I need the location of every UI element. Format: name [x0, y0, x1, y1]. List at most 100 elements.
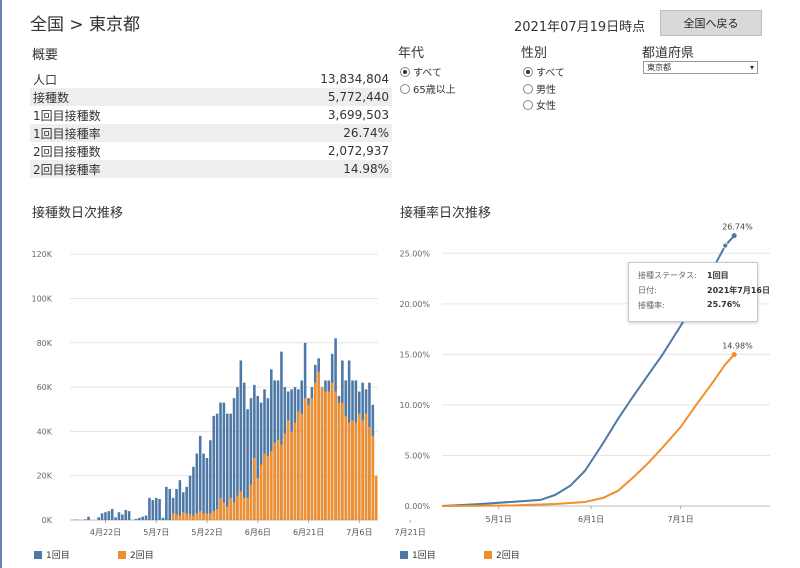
summary-row: 接種数 5,772,440 [30, 88, 392, 106]
y-tick-label: 40K [37, 427, 53, 436]
summary-label: 1回目接種率 [30, 124, 210, 142]
radio-selected-icon [523, 66, 533, 77]
bar-dose2 [303, 398, 307, 520]
bar-dose2 [347, 422, 351, 520]
bar-dose1 [239, 360, 243, 520]
bar-dose1 [253, 384, 256, 520]
bar-dose1 [246, 409, 249, 520]
bar-dose2 [273, 442, 276, 520]
bar-dose1 [175, 488, 178, 520]
x-tick-label: 7月1日 [667, 515, 693, 524]
y-tick-label: 20.00% [399, 300, 430, 309]
summary-label: 接種数 [30, 88, 210, 106]
bar-dose2 [276, 440, 280, 520]
bar-dose2 [344, 415, 348, 520]
bar-dose2 [263, 453, 266, 520]
as-of-date: 2021年07月19日時点 [514, 20, 646, 35]
back-to-national-button[interactable]: 全国へ戻る [660, 10, 762, 36]
bar-dose1 [225, 413, 229, 520]
bar-dose2 [171, 513, 175, 520]
bar-dose2 [185, 513, 188, 520]
bar-dose2 [178, 515, 182, 520]
summary-value: 2,072,937 [327, 144, 389, 158]
bar-dose2 [246, 497, 249, 520]
bar-dose2 [286, 420, 290, 520]
bar-dose2 [219, 497, 222, 520]
bar-dose2 [364, 413, 368, 520]
bar-dose1 [209, 440, 212, 520]
summary-row: 人口 13,834,804 [30, 70, 392, 88]
bar-dose1 [222, 402, 226, 520]
age-option-65plus[interactable]: 65歳以上 [400, 81, 456, 96]
bar-dose1 [148, 497, 151, 520]
bar-dose1 [280, 351, 283, 520]
age-filter-title: 年代 [398, 46, 425, 61]
daily-chart-title: 接種数日次推移 [32, 206, 124, 221]
summary-value: 13,834,804 [320, 72, 389, 86]
legend-dose1[interactable]: 1回目 [34, 548, 70, 561]
bar-dose2 [222, 502, 226, 520]
bar-dose1 [269, 369, 273, 520]
y-tick-label: 100K [31, 294, 52, 303]
bar-dose1 [171, 497, 175, 520]
bar-dose1 [107, 511, 111, 520]
age-option-all[interactable]: すべて [400, 64, 442, 79]
summary-table: 人口 13,834,804 接種数 5,772,440 1回目接種数 3,699,503 1… [30, 70, 392, 178]
gender-option-female[interactable]: 女性 [523, 97, 556, 112]
bar-dose2 [337, 402, 341, 520]
legend-dose1[interactable]: 1回目 [400, 548, 436, 561]
bar-dose1 [229, 413, 232, 520]
summary-value: 3,699,503 [327, 108, 389, 122]
gender-option-label: 男性 [536, 85, 556, 96]
end-value-label: 14.98% [722, 342, 753, 351]
legend-label: 2回目 [496, 551, 520, 561]
y-tick-label: 60K [37, 383, 53, 392]
gender-option-label: 女性 [536, 101, 556, 112]
x-tick-label: 6月1日 [578, 515, 604, 524]
legend-swatch [34, 550, 42, 559]
bar-dose2 [293, 422, 297, 520]
bar-dose2 [236, 495, 239, 520]
summary-row: 2回目接種数 2,072,937 [30, 142, 392, 160]
bar-dose2 [175, 514, 178, 520]
rate-chart-title: 接種率日次推移 [400, 206, 492, 221]
bar-dose1 [185, 486, 188, 520]
radio-icon [523, 83, 533, 94]
summary-label: 2回目接種数 [33, 144, 101, 159]
tooltip-label: 接種率: [638, 301, 665, 310]
bar-dose2 [368, 426, 371, 520]
radio-icon [400, 83, 410, 94]
tooltip-label: 接種ステータス: [638, 271, 697, 280]
legend-dose2[interactable]: 2回目 [484, 548, 520, 561]
y-tick-label: 5.00% [405, 451, 431, 460]
bar-dose1 [198, 435, 202, 520]
end-value-label: 26.74% [722, 223, 753, 232]
gender-option-all[interactable]: すべて [523, 64, 565, 79]
bar-dose1 [127, 511, 131, 520]
bar-dose2 [215, 508, 219, 520]
bar-dose2 [283, 433, 287, 520]
bar-dose2 [300, 413, 304, 520]
bar-dose1 [114, 517, 117, 520]
bar-dose1 [249, 398, 253, 520]
bar-dose1 [158, 498, 161, 520]
age-option-label: すべて [413, 68, 442, 79]
bar-dose2 [253, 457, 256, 520]
bar-dose2 [266, 455, 270, 520]
bar-dose1 [188, 475, 192, 520]
bar-dose2 [181, 512, 185, 520]
gender-option-male[interactable]: 男性 [523, 81, 556, 96]
bar-dose1 [165, 486, 168, 520]
legend-swatch [484, 550, 492, 559]
legend-dose2[interactable]: 2回目 [118, 548, 154, 561]
prefecture-select[interactable]: 東京都 ▾ [643, 61, 758, 74]
bar-dose2 [202, 513, 205, 520]
bar-dose1 [195, 453, 199, 520]
bar-dose1 [97, 517, 100, 520]
bar-dose2 [239, 491, 243, 520]
bar-dose2 [259, 464, 263, 520]
breadcrumb[interactable]: 全国 > 東京都 [30, 15, 141, 35]
prefecture-filter-title: 都道府県 [642, 46, 695, 61]
summary-row: 1回目接種率 26.74% [30, 124, 392, 142]
